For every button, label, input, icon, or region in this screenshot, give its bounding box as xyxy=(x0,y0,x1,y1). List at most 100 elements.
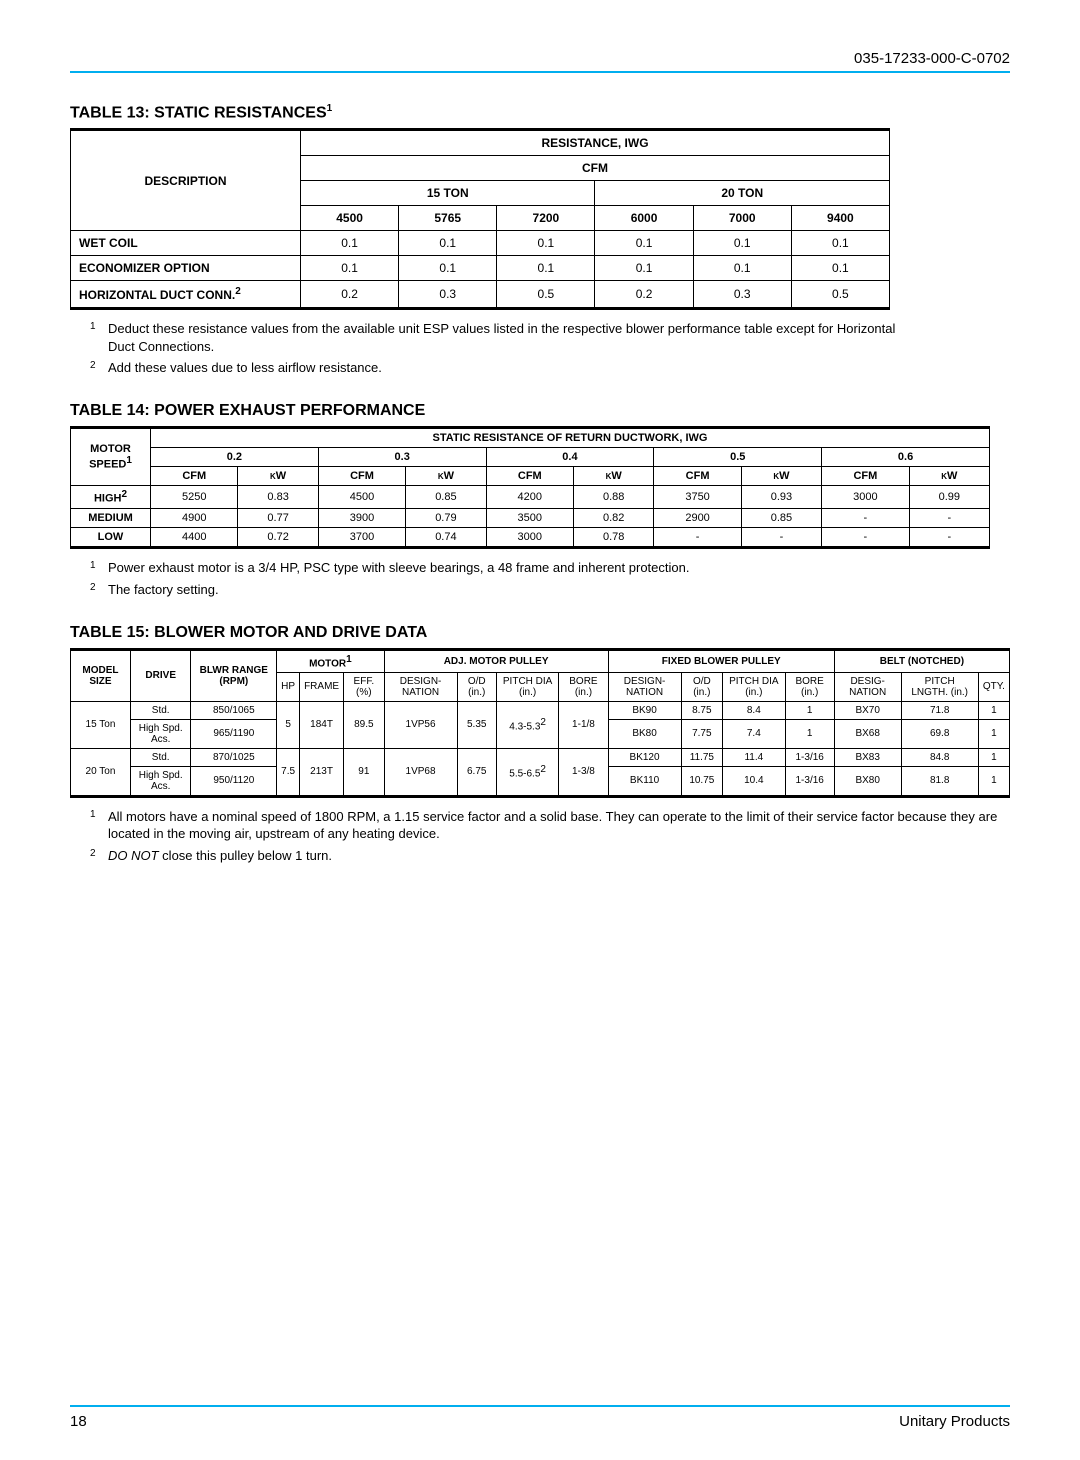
t15-cell: 5 xyxy=(277,701,300,748)
t13-c3: 6000 xyxy=(595,206,693,231)
t15-cell: BK90 xyxy=(608,701,681,719)
t13-fn1: Deduct these resistance values from the … xyxy=(108,320,910,355)
t15-sh: QTY. xyxy=(978,672,1009,701)
t14-cell: 3500 xyxy=(486,508,573,527)
t15-model: 20 Ton xyxy=(71,748,131,796)
t14-cell: 3750 xyxy=(654,486,741,509)
t13-c1: 5765 xyxy=(399,206,497,231)
t15-sh: PITCH DIA (in.) xyxy=(496,672,558,701)
t14-cell: - xyxy=(822,508,909,527)
t15-cell: 870/1025 xyxy=(191,748,277,766)
t14-cell: 3000 xyxy=(486,527,573,547)
doc-id: 035-17233-000-C-0702 xyxy=(70,50,1010,71)
t15-cell: 7.75 xyxy=(681,719,723,748)
t13-fn2: Add these values due to less airflow res… xyxy=(108,359,382,377)
t13-cell: 0.1 xyxy=(497,256,595,281)
t15-sh: PITCH LNGTH. (in.) xyxy=(901,672,978,701)
t14-sc: CFM xyxy=(486,467,573,486)
t13-cell: 0.1 xyxy=(301,231,399,256)
t14-sc: kW xyxy=(741,467,821,486)
t15-cell: 1 xyxy=(978,701,1009,719)
t14-cell: 0.72 xyxy=(238,527,318,547)
t13-cell: 0.1 xyxy=(399,231,497,256)
footer: 18 Unitary Products xyxy=(70,1405,1010,1430)
t13-cell: 0.3 xyxy=(693,281,791,309)
table13: DESCRIPTION RESISTANCE, IWG CFM 15 TON 2… xyxy=(70,128,890,310)
t14-cell: 4200 xyxy=(486,486,573,509)
table-row: WET COIL 0.1 0.1 0.1 0.1 0.1 0.1 xyxy=(71,231,890,256)
t14-cell: - xyxy=(909,508,989,527)
t13-cell: 0.1 xyxy=(791,256,889,281)
t15-cell: 81.8 xyxy=(901,766,978,796)
t15-cell: 1VP56 xyxy=(384,701,457,748)
t15-cell: 6.75 xyxy=(457,748,496,796)
t14-g0: 0.2 xyxy=(151,448,319,467)
t14-cell: 5250 xyxy=(151,486,238,509)
t14-cell: 0.85 xyxy=(406,486,486,509)
t14-sc: kW xyxy=(238,467,318,486)
t13-r0-name: WET COIL xyxy=(71,231,301,256)
t14-sc: CFM xyxy=(654,467,741,486)
t13-cell: 0.2 xyxy=(301,281,399,309)
t15-sh: O/D (in.) xyxy=(457,672,496,701)
t13-cell: 0.3 xyxy=(399,281,497,309)
t14-cell: - xyxy=(822,527,909,547)
t15-cell: High Spd. Acs. xyxy=(130,766,191,796)
t15-h-adj: ADJ. MOTOR PULLEY xyxy=(384,649,608,672)
t15-cell: BK80 xyxy=(608,719,681,748)
t14-cell: 0.83 xyxy=(238,486,318,509)
t13-cell: 0.5 xyxy=(497,281,595,309)
t14-r0-sup: 2 xyxy=(121,489,127,500)
table-row: 20 Ton Std. 870/1025 7.5 213T 91 1VP68 6… xyxy=(71,748,1010,766)
t14-cell: 2900 xyxy=(654,508,741,527)
t15-cell: BX83 xyxy=(834,748,901,766)
t15-fn1: All motors have a nominal speed of 1800 … xyxy=(108,808,1010,843)
t15-cell: 84.8 xyxy=(901,748,978,766)
t14-cell: 3000 xyxy=(822,486,909,509)
t13-cell: 0.2 xyxy=(595,281,693,309)
t14-cell: 0.88 xyxy=(574,486,654,509)
t15-fn2: DO NOT close this pulley below 1 turn. xyxy=(108,847,332,865)
t15-cell: 69.8 xyxy=(901,719,978,748)
t15-h-drive: DRIVE xyxy=(130,649,191,701)
t15-cell: BX70 xyxy=(834,701,901,719)
t14-sc: CFM xyxy=(318,467,405,486)
t14-cell: 0.85 xyxy=(741,508,821,527)
t15-apitch0: 4.3-5.3 xyxy=(509,722,540,733)
t13-cell: 0.1 xyxy=(595,231,693,256)
table15-footnotes: 1All motors have a nominal speed of 1800… xyxy=(90,808,1010,865)
page-number: 18 xyxy=(70,1413,87,1430)
t15-h-model: MODEL SIZE xyxy=(71,649,131,701)
table-row: ECONOMIZER OPTION 0.1 0.1 0.1 0.1 0.1 0.… xyxy=(71,256,890,281)
table13-footnotes: 1Deduct these resistance values from the… xyxy=(90,320,910,377)
t15-cell: 184T xyxy=(300,701,344,748)
t13-cell: 0.1 xyxy=(791,231,889,256)
t13-res: RESISTANCE, IWG xyxy=(301,130,890,156)
t14-static: STATIC RESISTANCE OF RETURN DUCTWORK, IW… xyxy=(151,428,990,448)
t14-sc: kW xyxy=(574,467,654,486)
t15-sh: DESIGN-NATION xyxy=(608,672,681,701)
t15-cell: 7.4 xyxy=(723,719,785,748)
t14-cell: 4900 xyxy=(151,508,238,527)
t15-sh: FRAME xyxy=(300,672,344,701)
t14-cell: 3900 xyxy=(318,508,405,527)
t14-fn2: The factory setting. xyxy=(108,581,219,599)
t15-sh: HP xyxy=(277,672,300,701)
t15-cell: 1 xyxy=(785,701,834,719)
t15-sh: DESIG-NATION xyxy=(834,672,901,701)
t15-apitch2: 5.5-6.5 xyxy=(509,769,540,780)
t14-g4: 0.6 xyxy=(822,448,990,467)
t15-h-motor-sup: 1 xyxy=(346,654,352,665)
t13-cell: 0.1 xyxy=(693,231,791,256)
t15-cell: 89.5 xyxy=(344,701,385,748)
table15: MODEL SIZE DRIVE BLWR RANGE (RPM) MOTOR1… xyxy=(70,648,1010,798)
t15-sh: PITCH DIA (in.) xyxy=(723,672,785,701)
t15-cell: 10.75 xyxy=(681,766,723,796)
t13-20ton: 20 TON xyxy=(595,181,890,206)
t14-cell: 0.78 xyxy=(574,527,654,547)
table13-title-sup: 1 xyxy=(327,103,333,114)
t14-motor-text: MOTOR SPEED xyxy=(89,443,131,471)
t14-r0-name: HIGH2 xyxy=(71,486,151,509)
divider-top xyxy=(70,71,1010,73)
table14-footnotes: 1Power exhaust motor is a 3/4 HP, PSC ty… xyxy=(90,559,910,599)
